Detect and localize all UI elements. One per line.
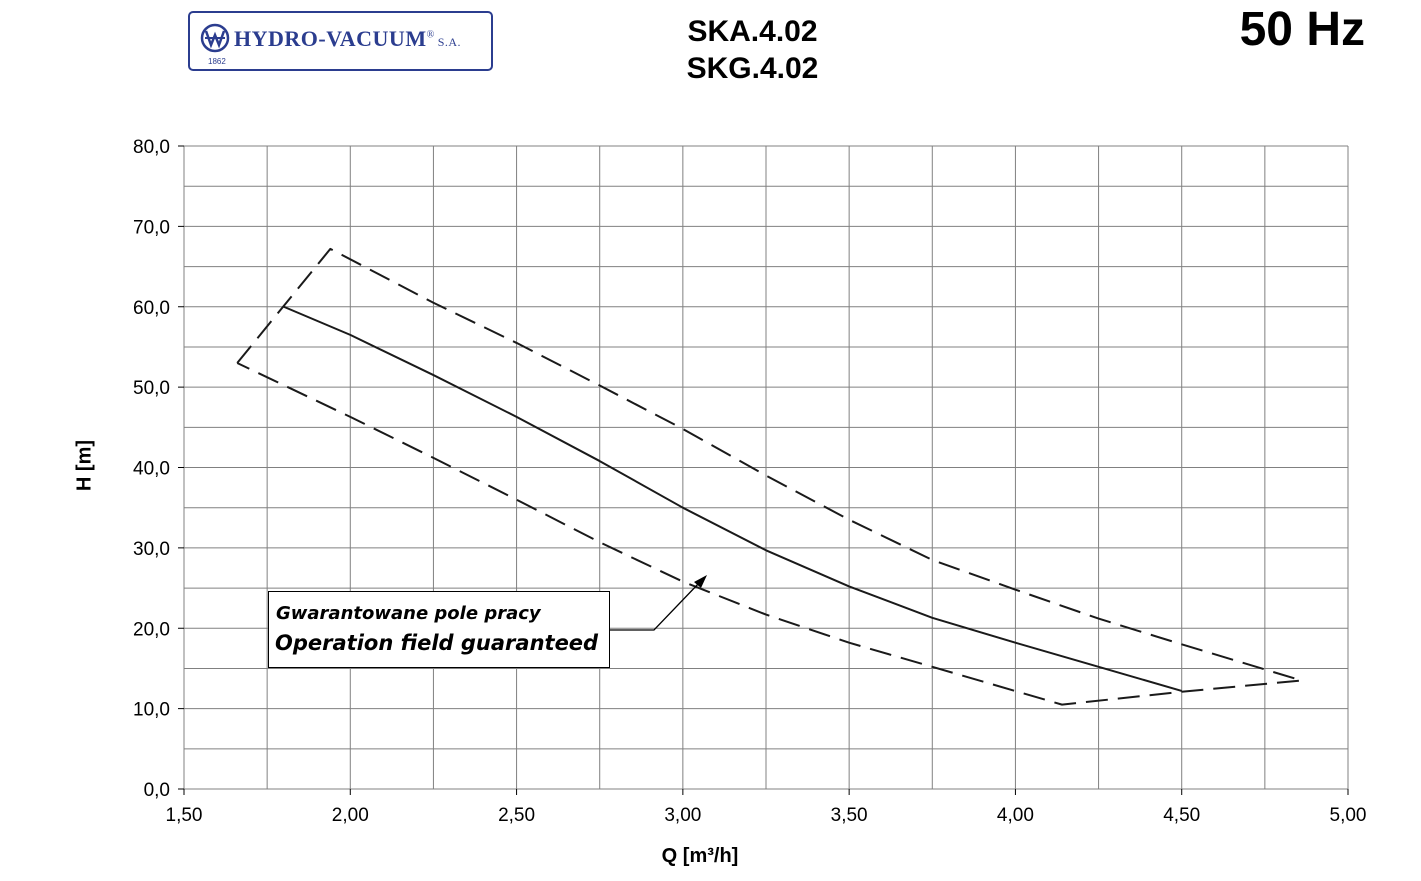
y-tick-label: 40,0: [133, 459, 170, 480]
frequency-label: 50 Hz: [1239, 3, 1365, 56]
x-tick-label: 2,00: [332, 805, 369, 826]
y-tick-label: 30,0: [133, 539, 170, 560]
y-axis-label: H [m]: [73, 439, 96, 492]
x-tick-label: 4,50: [1163, 805, 1200, 826]
logo-name: HYDRO-VACUUM® S.A.: [234, 26, 462, 51]
x-tick-label: 2,50: [498, 805, 535, 826]
annotation-arrow: [610, 575, 707, 631]
model-title-2: SKG.4.02: [686, 52, 819, 85]
y-tick-label: 80,0: [133, 137, 170, 158]
chart-grid: [178, 145, 1349, 795]
x-axis-label: Q [m³/h]: [661, 845, 739, 867]
company-logo: HYDRO-VACUUM® S.A. 1862: [188, 11, 493, 71]
annotation-line-en: Operation field guaranteed: [275, 631, 599, 655]
chart-tick-labels: 0,0 10,0 20,0 30,0 40,0 50,0 60,0 70,0 80,0 1,50 2…: [133, 137, 1366, 826]
y-tick-label: 70,0: [133, 217, 170, 238]
pump-curve: [283, 305, 1182, 692]
y-tick-label: 50,0: [133, 378, 170, 399]
y-tick-label: 0,0: [144, 780, 170, 801]
x-tick-label: 4,00: [997, 805, 1034, 826]
y-tick-label: 10,0: [133, 700, 170, 721]
model-title-1: SKA.4.02: [687, 15, 818, 48]
y-tick-label: 60,0: [133, 298, 170, 319]
logo-year: 1862: [208, 57, 226, 66]
y-tick-label: 20,0: [133, 619, 170, 640]
x-tick-label: 3,50: [831, 805, 868, 826]
annotation-line-pl: Gwarantowane pole pracy: [276, 603, 541, 624]
annotation-box: Gwarantowane pole pracy Operation field …: [268, 591, 610, 668]
x-tick-label: 1,50: [166, 805, 203, 826]
chart-series: [236, 247, 1303, 706]
logo-emblem-icon: [200, 23, 230, 53]
operating-field-boundary: [236, 247, 1303, 706]
x-tick-label: 3,00: [664, 805, 701, 826]
x-tick-label: 5,00: [1330, 805, 1367, 826]
